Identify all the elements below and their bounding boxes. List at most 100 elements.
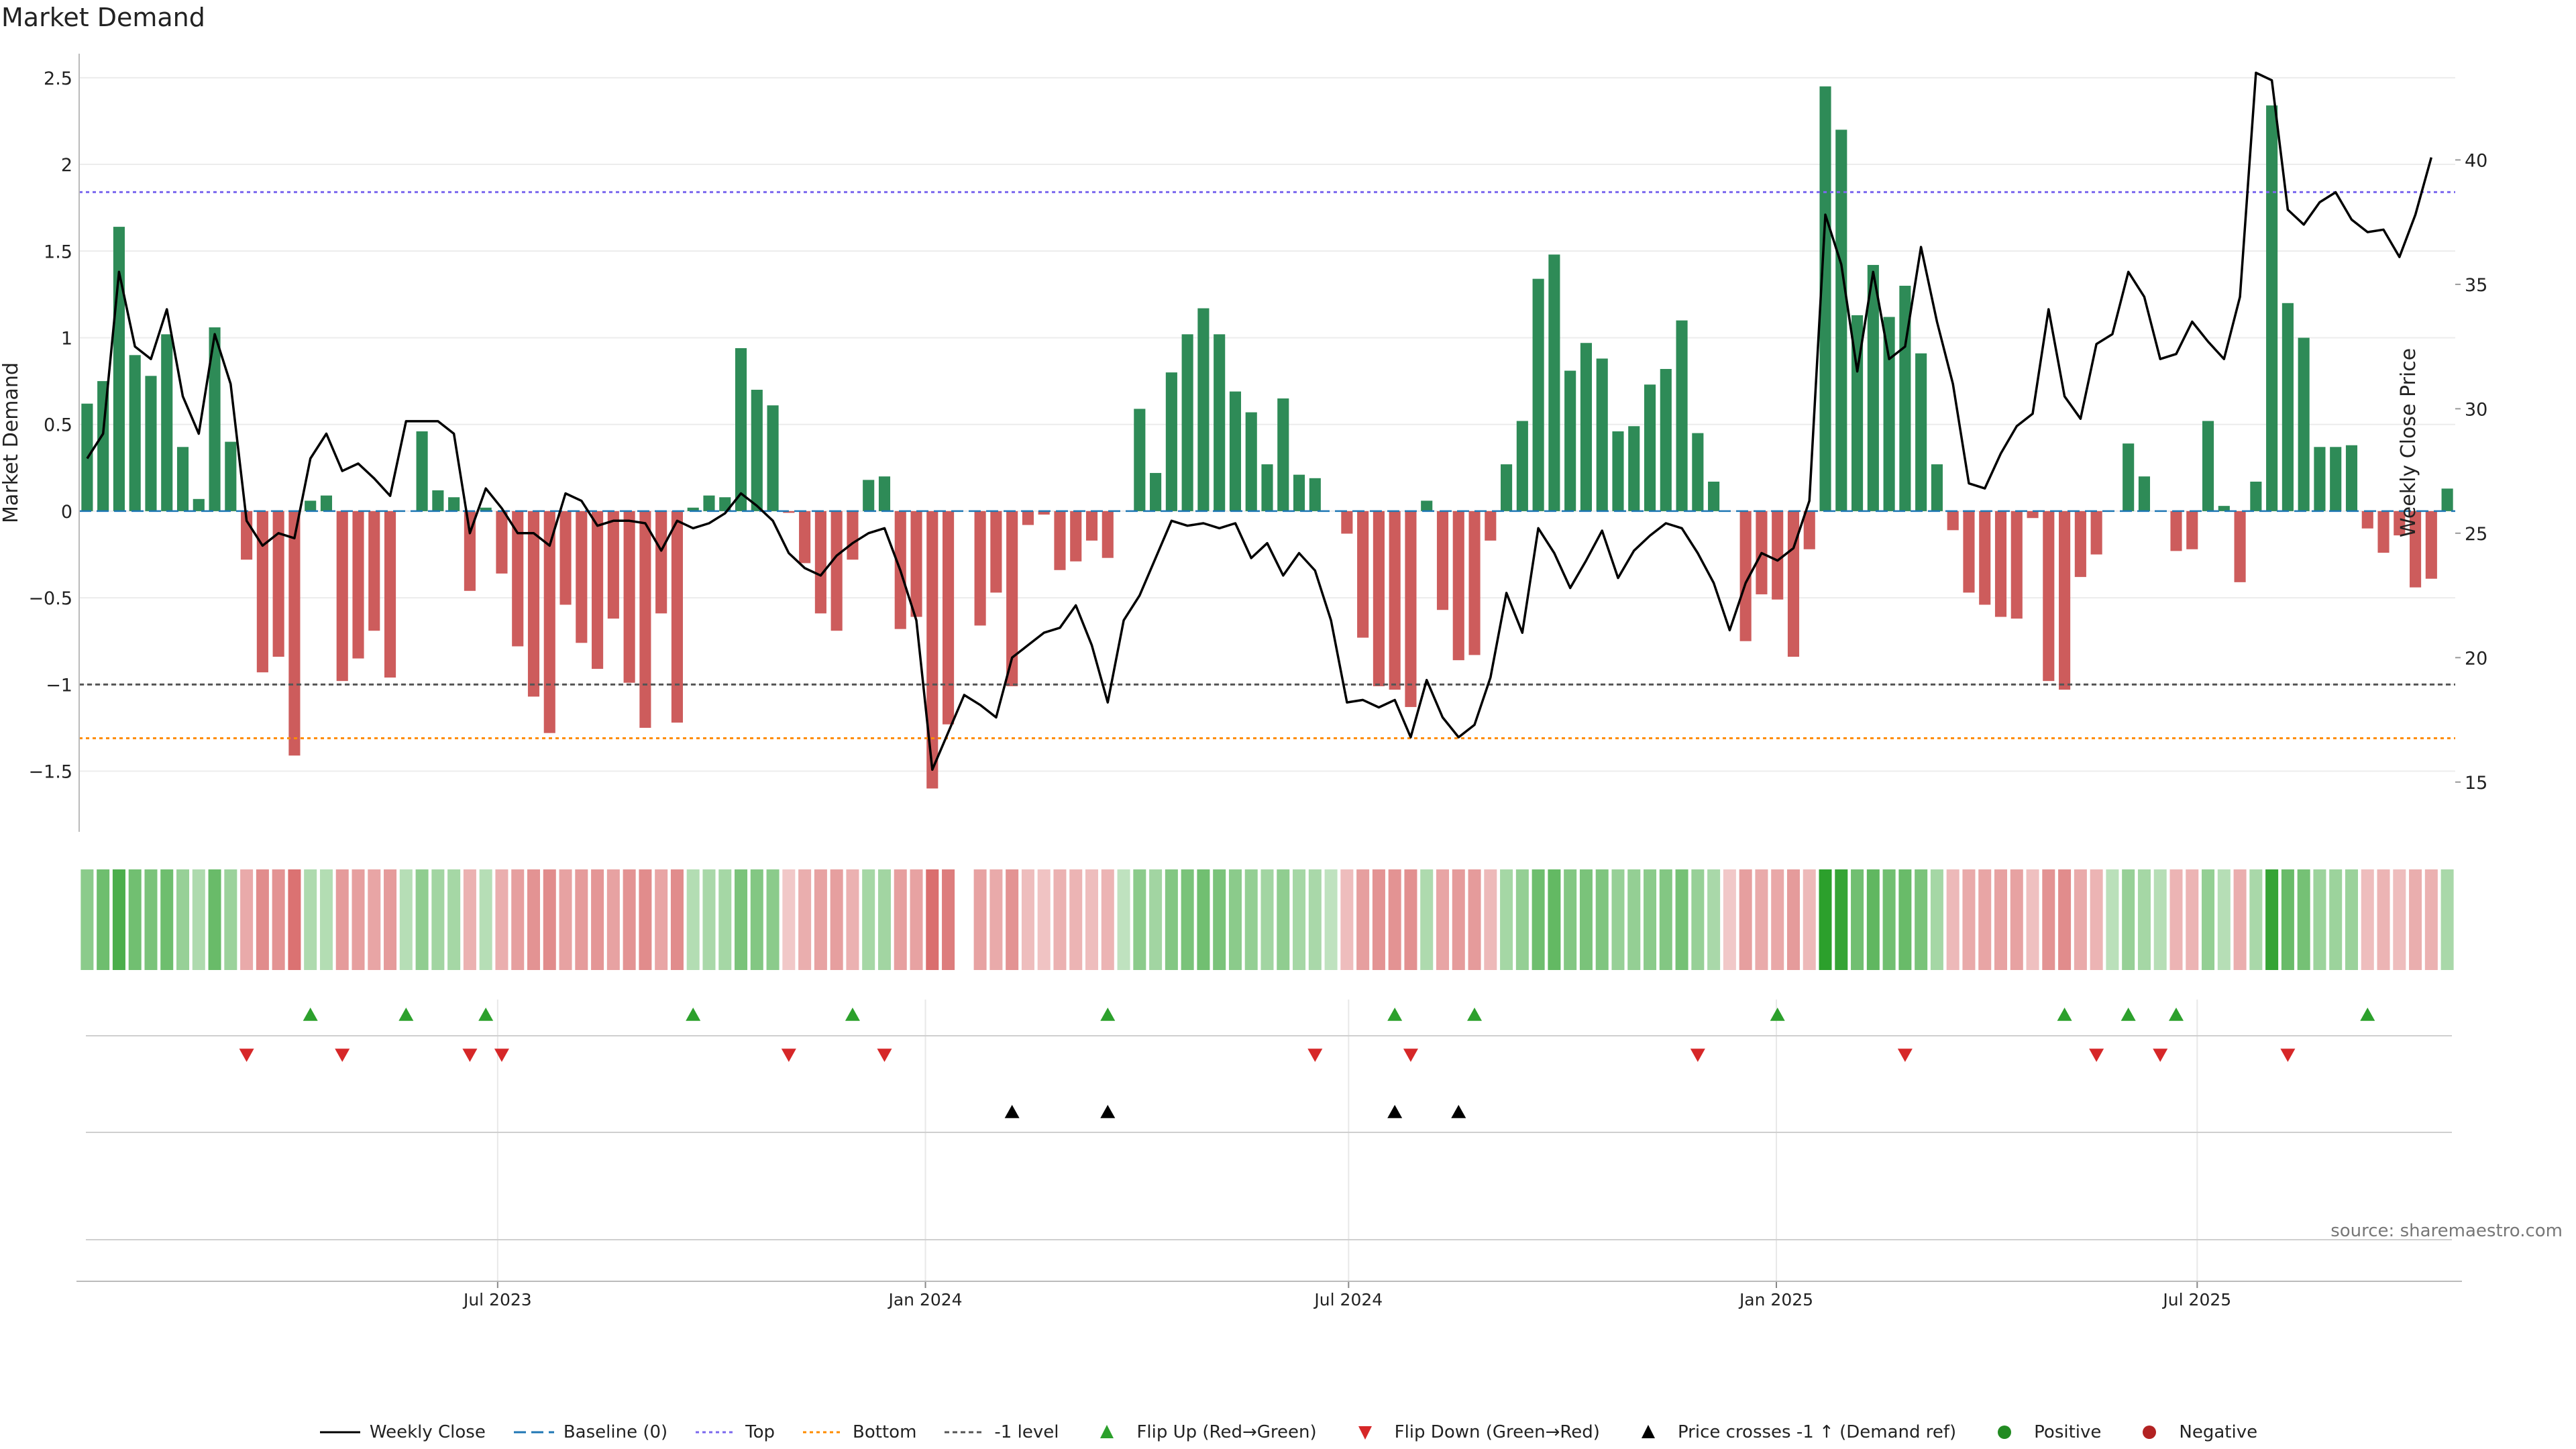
demand-bar-negative [847,511,859,560]
demand-bar-positive [1676,320,1688,511]
heat-cell [1404,869,1417,970]
legend-item-flip-down: Flip Down (Green→Red) [1344,1422,1600,1442]
heat-cell [1228,869,1242,970]
heat-cell [256,869,269,970]
x-tick-label: Jul 2023 [462,1290,532,1309]
price-cross-marker [1100,1105,1116,1118]
y2-tick-label: 20 [2465,648,2487,669]
y2-tick-label: 25 [2465,524,2487,545]
demand-bar-positive [1644,384,1656,511]
demand-bar-negative [1085,511,1098,541]
demand-bar-negative [1485,511,1497,541]
heat-cell [1420,869,1434,970]
heat-cell [1515,869,1529,970]
demand-bar-positive [1293,474,1305,511]
y2-tick-label: 15 [2465,773,2487,794]
heat-cell [1564,869,1577,970]
demand-bar-positive [2441,488,2453,511]
heat-cell [1101,869,1114,970]
demand-bar-negative [1772,511,1784,600]
demand-bar-negative [1947,511,1959,531]
heat-cell [288,869,301,970]
heat-cell [1006,869,1019,970]
heat-cell [591,869,604,970]
heat-cell [1819,869,1832,970]
heat-cell [2217,869,2231,970]
heat-cell [862,869,875,970]
demand-bar-negative [336,511,348,682]
heat-cell [2440,869,2454,970]
reference-lines [79,191,2455,739]
heat-cell [2010,869,2023,970]
heat-cell [766,869,780,970]
heat-cell [208,869,221,970]
legend-label: Top [745,1422,775,1442]
demand-bar-negative [2090,511,2102,555]
x-tick-label: Jul 2024 [1313,1290,1383,1309]
heat-cell [1978,869,1992,970]
heat-cell [575,869,588,970]
demand-bar-negative [1405,511,1417,707]
heat-cell [97,869,110,970]
demand-bar-positive [1165,372,1177,511]
heat-cell [830,869,843,970]
legend-item-weekly-close: Weekly Close [319,1422,486,1442]
demand-bar-positive [176,447,189,511]
y-tick-label: −1 [46,675,72,696]
axes: −1.5 −1 −0.5 0 0.5 1 1.5 2 2.5 15 20 25 30 35 40 Jul 20… [28,54,2487,1309]
flip-down-marker [462,1049,478,1062]
heat-cell [1277,869,1290,970]
legend-label: Negative [2179,1422,2258,1442]
demand-bar-positive [1883,317,1895,511]
x-tick-label: Jan 2024 [887,1290,962,1309]
demand-bar-positive [320,495,333,511]
heat-cell [1293,869,1306,970]
demand-bar-negative [1963,511,1975,593]
heat-cell [2106,869,2119,970]
demand-bar-negative [2361,511,2373,529]
heat-cell [2202,869,2215,970]
legend-item-positive: Positive [1983,1422,2101,1442]
heat-cell [1739,869,1752,970]
demand-bar-negative [783,511,795,513]
legend-item-flip-up: Flip Up (Red→Green) [1085,1422,1317,1442]
marker-rows [86,1008,2452,1240]
heat-cell [1962,869,1976,970]
heat-cell [1356,869,1370,970]
demand-bar-negative [1389,511,1401,690]
heat-strip [80,869,2454,970]
demand-bar-negative [1006,511,1018,686]
flip-down-marker [494,1049,509,1062]
heat-cell [894,869,907,970]
demand-bar-positive [1532,278,1544,511]
flip-up-marker [845,1008,860,1021]
demand-bar-negative [2377,511,2390,553]
demand-bar-negative [1979,511,1991,605]
demand-bar-positive [1612,431,1624,511]
heat-cell [1197,869,1210,970]
legend-item-price-cross: Price crosses -1 ↑ (Demand ref) [1627,1422,1956,1442]
demand-bar-positive [1708,481,1720,511]
heat-cell [1548,869,1561,970]
heat-cell [352,869,365,970]
legend-label: Weekly Close [369,1422,486,1442]
source-note: source: sharemaestro.com [2330,1221,2563,1241]
flip-down-marker [1307,1049,1323,1062]
heat-cell [479,869,492,970]
heat-cell [655,869,668,970]
heat-cell [1069,869,1083,970]
demand-bar-positive [1150,473,1162,511]
demand-bar-positive [1692,433,1704,511]
flip-up-marker [686,1008,701,1021]
legend-label: Price crosses -1 ↑ (Demand ref) [1677,1422,1957,1442]
heat-cell [2377,869,2390,970]
demand-bar-positive [2314,447,2326,511]
demand-bar-positive [161,334,173,511]
y-tick-label: 2.5 [44,68,72,89]
heat-cell [2361,869,2374,970]
heat-cell [2345,869,2358,970]
flip-down-marker [1690,1049,1705,1062]
heat-cell [1117,869,1130,970]
heat-cell [2297,869,2310,970]
demand-bar-positive [113,227,125,511]
